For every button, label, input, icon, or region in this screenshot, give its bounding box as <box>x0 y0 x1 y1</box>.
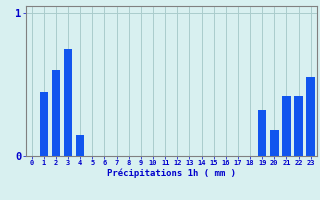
Bar <box>76 135 84 156</box>
Bar <box>64 49 72 156</box>
Bar <box>307 77 315 156</box>
Bar <box>282 96 291 156</box>
Bar <box>40 92 48 156</box>
Bar <box>270 130 279 156</box>
Bar <box>294 96 303 156</box>
Bar <box>258 110 267 156</box>
X-axis label: Précipitations 1h ( mm ): Précipitations 1h ( mm ) <box>107 169 236 178</box>
Bar <box>52 70 60 156</box>
